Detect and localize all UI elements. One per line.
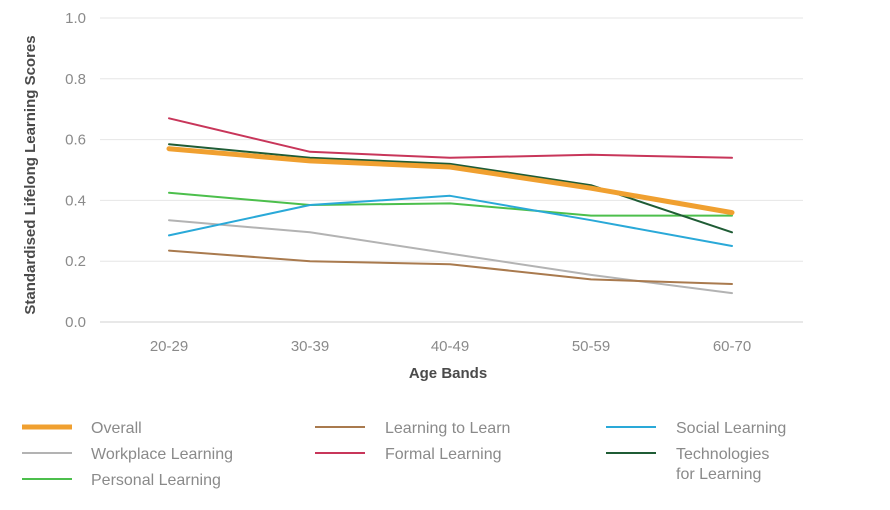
- x-axis-title: Age Bands: [409, 365, 487, 382]
- legend-label-learning-to-learn: Learning to Learn: [385, 420, 510, 437]
- x-tick-label: 30-39: [291, 338, 329, 355]
- y-tick-label: 0.4: [65, 192, 86, 209]
- x-tick-label: 20-29: [150, 338, 188, 355]
- legend-label-technologies-for-learning: Technologies for Learning: [676, 446, 769, 483]
- y-tick-label: 0.8: [65, 71, 86, 88]
- y-axis-title: Standardised Lifelong Learning Scores: [22, 35, 39, 314]
- series-line-formal-learning: [168, 117, 733, 159]
- series-line-overall: [166, 146, 735, 216]
- gridlines: [100, 17, 803, 323]
- y-tick-label: 0.6: [65, 132, 86, 149]
- series-line-learning-to-learn: [168, 249, 733, 285]
- series-line-social-learning: [168, 194, 733, 247]
- legend-label-line: for Learning: [676, 466, 761, 483]
- series-line-personal-learning: [168, 191, 733, 217]
- legend: Overall Workplace Learning Personal Learni…: [22, 420, 786, 489]
- legend-label-formal-learning: Formal Learning: [385, 446, 502, 463]
- y-axis-ticks: 0.0 0.2 0.4 0.6 0.8 1.0: [65, 10, 86, 331]
- x-tick-label: 60-70: [713, 338, 751, 355]
- y-tick-label: 0.0: [65, 314, 86, 331]
- legend-label-social-learning: Social Learning: [676, 420, 786, 437]
- legend-label-overall: Overall: [91, 420, 142, 437]
- x-axis-ticks: 20-29 30-39 40-49 50-59 60-70: [150, 338, 751, 355]
- legend-label-personal-learning: Personal Learning: [91, 472, 221, 489]
- series-line-technologies-for-learning: [168, 143, 733, 234]
- legend-label-line: Technologies: [676, 446, 769, 463]
- x-tick-label: 40-49: [431, 338, 469, 355]
- y-tick-label: 1.0: [65, 10, 86, 27]
- series-lines: [166, 117, 735, 295]
- legend-label-workplace-learning: Workplace Learning: [91, 446, 233, 463]
- x-tick-label: 50-59: [572, 338, 610, 355]
- y-tick-label: 0.2: [65, 253, 86, 270]
